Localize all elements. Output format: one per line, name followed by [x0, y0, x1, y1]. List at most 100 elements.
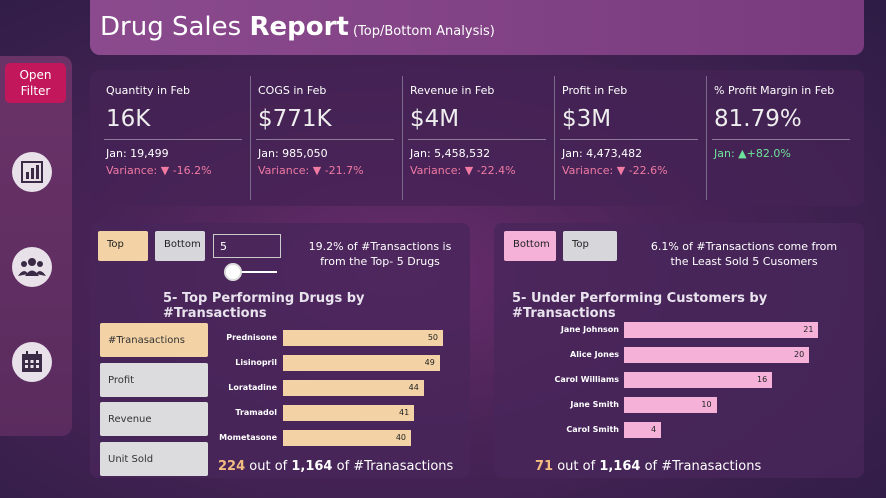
report-header: Drug Sales Report (Top/Bottom Analysis)	[90, 0, 864, 55]
kpi-jan: Jan: 19,499	[106, 147, 169, 160]
bar[interactable]: 20	[624, 347, 810, 363]
bar-category-label: Jane Johnson	[560, 325, 619, 334]
bar-category-label: Prednisone	[226, 333, 277, 342]
kpi-variance: Variance: ▼ -22.6%	[562, 164, 698, 177]
metric-unit-sold-button[interactable]: Unit Sold	[100, 442, 208, 476]
divider	[408, 139, 546, 140]
top-toggle-button[interactable]: Top	[563, 231, 617, 261]
bar-value-label: 16	[756, 375, 768, 384]
divider	[706, 76, 707, 200]
variance-prefix: Variance:	[410, 164, 465, 177]
variance-value: -21.7%	[324, 164, 364, 177]
divider	[560, 139, 698, 140]
up-triangle-icon: ▲	[738, 147, 747, 160]
down-triangle-icon: ▼	[464, 164, 474, 177]
down-triangle-icon: ▼	[616, 164, 626, 177]
kpi-strip: Quantity in Feb 16K Jan: 19,499 Variance…	[90, 70, 864, 206]
bar-category-label: Loratadine	[228, 383, 277, 392]
divider	[402, 76, 403, 200]
kpi-jan-label: Jan:	[714, 147, 739, 160]
bar[interactable]: 40	[283, 430, 411, 446]
kpi-label: Revenue in Feb	[410, 84, 495, 97]
divider	[712, 139, 850, 140]
bar[interactable]: 50	[283, 330, 443, 346]
kpi-jan: Jan: 4,473,482	[562, 147, 643, 160]
bar-category-label: Mometasone	[219, 433, 277, 442]
divider	[256, 139, 394, 140]
bottom-toggle-button[interactable]: Bottom	[504, 231, 556, 261]
kpi-card-profit-margin: % Profit Margin in Feb 81.79% Jan: ▲+82.…	[698, 70, 850, 206]
bottom-toggle-button[interactable]: Bottom	[155, 231, 205, 261]
open-filter-button[interactable]: Open Filter	[5, 63, 66, 103]
kpi-variance: Variance: ▼ -21.7%	[258, 164, 394, 177]
footer-count: 71	[535, 459, 554, 474]
variance-prefix: Variance:	[562, 164, 617, 177]
bar-category-label: Lisinopril	[235, 358, 277, 367]
variance-value: -22.6%	[628, 164, 668, 177]
calendar-icon[interactable]	[12, 342, 52, 382]
variance-value: -16.2%	[172, 164, 212, 177]
bar[interactable]: 21	[624, 322, 819, 338]
variance-prefix: Variance:	[106, 164, 161, 177]
down-triangle-icon: ▼	[160, 164, 170, 177]
metric-profit-button[interactable]: Profit	[100, 363, 208, 397]
variance-prefix: Variance:	[258, 164, 313, 177]
footer-text: out of	[553, 459, 600, 474]
people-icon[interactable]	[12, 247, 52, 287]
kpi-value: 16K	[106, 106, 151, 132]
bar-category-label: Alice Jones	[570, 350, 619, 359]
kpi-jan: Jan: ▲+82.0%	[714, 147, 850, 160]
kpi-label: Quantity in Feb	[106, 84, 191, 97]
variance-value: +82.0%	[746, 147, 791, 160]
bar-category-label: Tramadol	[235, 408, 277, 417]
kpi-variance: Variance: ▼ -22.4%	[410, 164, 546, 177]
kpi-card-cogs: COGS in Feb $771K Jan: 985,050 Variance:…	[242, 70, 394, 206]
bar-value-label: 20	[794, 350, 805, 359]
bar[interactable]: 41	[283, 405, 415, 421]
bar-category-label: Jane Smith	[570, 400, 619, 409]
bar[interactable]: 49	[283, 355, 440, 371]
footer-text: of #Tranasactions	[640, 459, 762, 474]
sidebar: Open Filter	[0, 56, 72, 436]
metric-revenue-button[interactable]: Revenue	[100, 402, 208, 436]
bar[interactable]: 4	[624, 422, 662, 438]
kpi-label: % Profit Margin in Feb	[714, 84, 835, 97]
bar-category-label: Carol Williams	[554, 375, 619, 384]
kpi-value: $3M	[562, 106, 612, 132]
bar[interactable]: 10	[624, 397, 717, 413]
bar-value-label: 4	[650, 425, 657, 434]
down-triangle-icon: ▼	[312, 164, 322, 177]
divider	[104, 139, 242, 140]
kpi-jan: Jan: 985,050	[258, 147, 328, 160]
panel-title: 5- Top Performing Drugs by #Transactions	[163, 291, 365, 321]
title-subtitle: (Top/Bottom Analysis)	[348, 24, 495, 39]
bar-value-label: 44	[408, 383, 419, 392]
n-slider-track[interactable]	[227, 271, 277, 273]
kpi-card-quantity: Quantity in Feb 16K Jan: 19,499 Variance…	[90, 70, 242, 206]
divider	[250, 76, 251, 200]
panel-title: 5- Under Performing Customers by #Transa…	[512, 291, 768, 321]
kpi-jan: Jan: 5,458,532	[410, 147, 491, 160]
share-note: 19.2% of #Transactions is from the Top- …	[308, 240, 452, 268]
share-note: 6.1% of #Transactions come from the Leas…	[650, 240, 838, 268]
bar[interactable]: 44	[283, 380, 424, 396]
left-footer: 224 out of 1,164 of #Tranasactions	[218, 459, 453, 474]
n-slider-handle[interactable]	[224, 263, 242, 281]
kpi-value: $4M	[410, 106, 460, 132]
n-value-input[interactable]	[213, 234, 281, 258]
kpi-value: 81.79%	[714, 106, 802, 132]
bottom-customers-panel: Bottom Top 6.1% of #Transactions come fr…	[494, 223, 864, 478]
title-light: Drug Sales	[100, 12, 250, 42]
kpi-card-revenue: Revenue in Feb $4M Jan: 5,458,532 Varian…	[394, 70, 546, 206]
variance-value: -22.4%	[476, 164, 516, 177]
top-toggle-button[interactable]: Top	[98, 231, 148, 261]
bar-chart-icon[interactable]	[12, 152, 52, 192]
right-footer: 71 out of 1,164 of #Tranasactions	[535, 459, 761, 474]
bar[interactable]: 16	[624, 372, 773, 388]
kpi-card-profit: Profit in Feb $3M Jan: 4,473,482 Varianc…	[546, 70, 698, 206]
top-drugs-panel: Top Bottom 19.2% of #Transactions is fro…	[90, 223, 470, 478]
kpi-value: $771K	[258, 106, 332, 132]
bar-value-label: 49	[424, 358, 435, 367]
metric-transactions-button[interactable]: #Tranasactions	[100, 323, 208, 357]
bar-value-label: 10	[701, 400, 712, 409]
